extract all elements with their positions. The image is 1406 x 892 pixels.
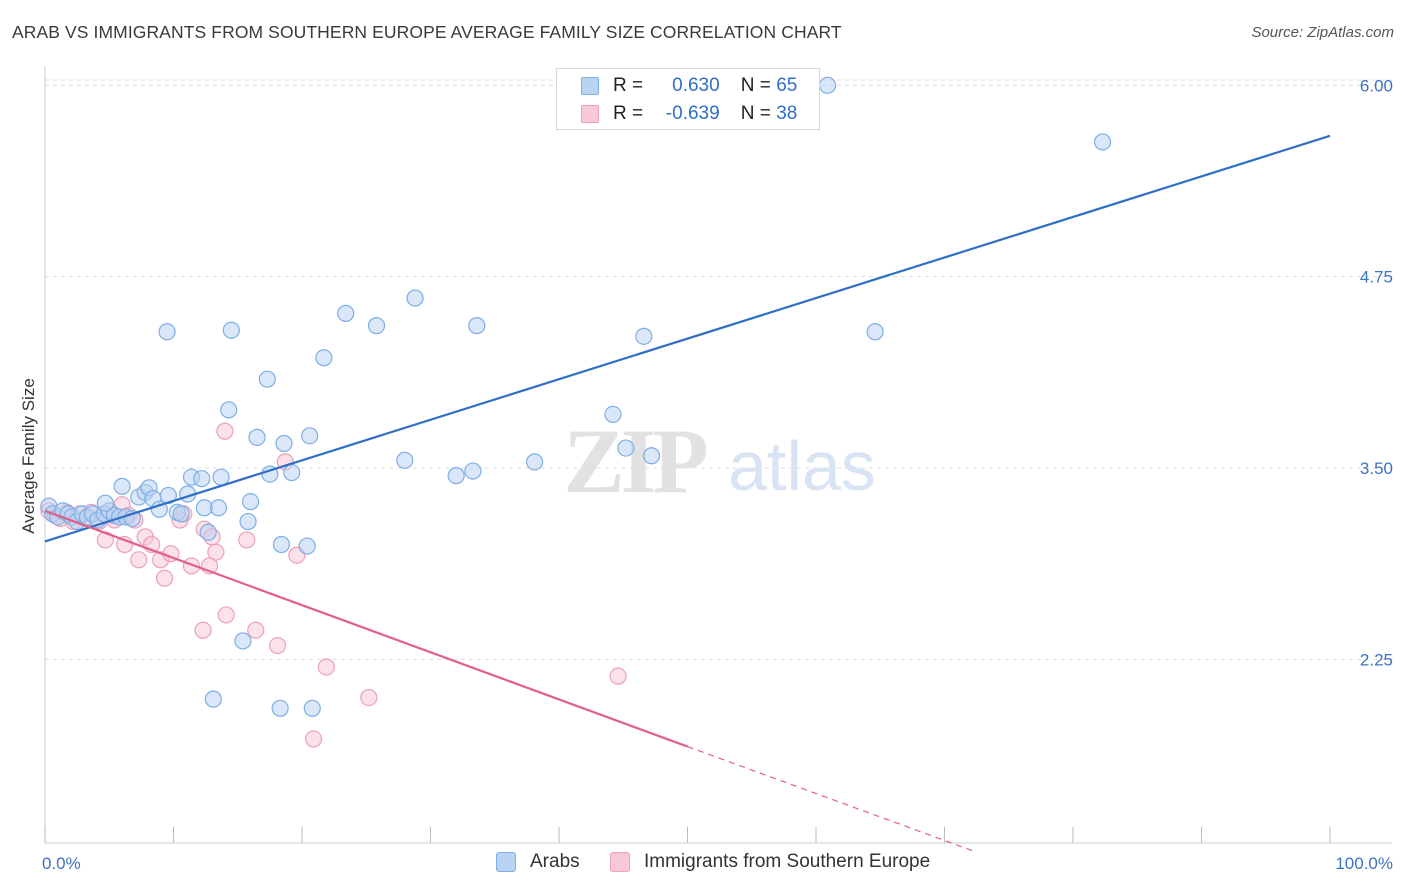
data-point-immigrants: [207, 543, 225, 561]
data-point-immigrants: [217, 606, 235, 624]
y-tick-label: 3.50: [1360, 459, 1393, 478]
data-point-arabs: [239, 512, 257, 531]
data-point-arabs: [209, 499, 228, 517]
data-point-arabs: [617, 439, 635, 457]
data-point-arabs: [406, 289, 424, 307]
legend-swatch-arabs: [496, 852, 516, 872]
data-point-arabs: [212, 468, 230, 486]
data-point-arabs: [818, 76, 837, 94]
data-point-immigrants: [360, 688, 378, 707]
data-point-arabs: [96, 494, 114, 512]
data-point-immigrants: [155, 569, 174, 587]
data-point-arabs: [396, 451, 414, 469]
legend-item-arabs[interactable]: Arabs: [496, 851, 580, 873]
data-point-arabs: [113, 477, 131, 495]
data-point-arabs: [604, 405, 622, 424]
data-point-immigrants: [182, 557, 201, 575]
data-point-arabs: [272, 535, 291, 554]
data-point-arabs: [283, 463, 301, 482]
axes: [44, 66, 1392, 844]
trend-lines: [44, 134, 1331, 853]
legend-row-immigrants: R = -0.639 N = 38: [581, 101, 797, 127]
data-point-immigrants: [238, 531, 256, 549]
series-legend: Arabs Immigrants from Southern Europe: [0, 851, 1406, 877]
data-point-arabs: [275, 434, 293, 453]
y-tick-label: 6.00: [1360, 76, 1393, 95]
chart-source: Source: ZipAtlas.com: [1251, 24, 1394, 41]
data-point-arabs: [204, 690, 222, 708]
data-point-arabs: [258, 370, 276, 388]
chart-title: ARAB VS IMMIGRANTS FROM SOUTHERN EUROPE …: [12, 22, 842, 42]
gridlines: [45, 79, 1392, 660]
legend-r-value: -0.639: [665, 103, 720, 124]
data-point-arabs: [464, 462, 482, 480]
watermark-atlas: atlas: [728, 427, 876, 505]
watermark-zip: ZIP: [563, 410, 706, 512]
data-point-arabs: [635, 327, 653, 345]
trend-line-immigrants: [44, 509, 688, 748]
legend-label-arabs: Arabs: [530, 851, 580, 872]
trend-line-immigrants-extrapolated: [687, 746, 977, 853]
data-point-arabs: [158, 323, 176, 341]
data-point-arabs: [150, 500, 168, 518]
data-point-immigrants: [317, 658, 336, 676]
data-point-arabs: [525, 453, 544, 471]
data-point-immigrants: [130, 551, 148, 569]
x-tick-label: 0.0%: [42, 854, 81, 873]
legend-swatch-arabs: [581, 77, 599, 95]
data-point-arabs: [222, 321, 240, 339]
data-point-arabs: [172, 505, 190, 523]
legend-n-value: 38: [776, 103, 798, 124]
legend-swatch-immigrants: [581, 105, 599, 123]
legend-label-immigrants: Immigrants from Southern Europe: [644, 851, 931, 872]
tick-labels: 2.25 3.50 4.75 6.00 0.0% 100.0%: [42, 76, 1393, 873]
y-tick-label: 4.75: [1360, 268, 1393, 287]
data-point-arabs: [242, 493, 260, 511]
data-point-arabs: [193, 470, 211, 488]
data-point-arabs: [298, 537, 316, 555]
legend-r-value: 0.630: [672, 75, 720, 96]
series-immigrants-points: [40, 422, 627, 748]
data-point-arabs: [642, 447, 661, 465]
data-point-arabs: [866, 323, 884, 341]
data-point-arabs: [468, 317, 486, 335]
data-point-immigrants: [268, 636, 287, 655]
data-point-immigrants: [609, 667, 627, 685]
legend-n-value: 65: [776, 75, 798, 96]
legend-swatch-immigrants: [610, 852, 630, 872]
data-point-arabs: [367, 317, 386, 335]
data-point-arabs: [271, 699, 289, 717]
legend-n-label: N =: [740, 75, 771, 96]
data-point-arabs: [303, 699, 321, 717]
data-point-arabs: [1093, 133, 1112, 151]
data-point-arabs: [248, 428, 266, 446]
legend-r-label: R =: [613, 75, 644, 96]
y-tick-label: 2.25: [1360, 650, 1393, 669]
stats-legend: R = 0.630 N = 65 R = -0.639 N = 38: [556, 68, 820, 130]
x-tick-label: 100.0%: [1335, 854, 1393, 873]
data-point-arabs: [315, 349, 333, 367]
trend-line-arabs: [44, 134, 1331, 543]
data-point-immigrants: [216, 422, 234, 440]
legend-r-label: R =: [613, 103, 644, 124]
data-point-arabs: [220, 401, 238, 419]
data-point-arabs: [447, 467, 465, 485]
y-axis-label: Average Family Size: [19, 378, 38, 534]
series-arabs-points: [40, 76, 1112, 717]
data-point-arabs: [301, 427, 319, 445]
data-point-arabs: [234, 632, 252, 650]
data-point-immigrants: [247, 621, 265, 639]
legend-row-arabs: R = 0.630 N = 65: [581, 73, 797, 99]
data-point-arabs: [199, 523, 217, 541]
data-point-immigrants: [304, 730, 323, 748]
data-point-arabs: [337, 304, 355, 322]
data-point-immigrants: [194, 621, 212, 639]
legend-n-label: N =: [740, 103, 771, 124]
legend-item-immigrants[interactable]: Immigrants from Southern Europe: [610, 851, 930, 873]
